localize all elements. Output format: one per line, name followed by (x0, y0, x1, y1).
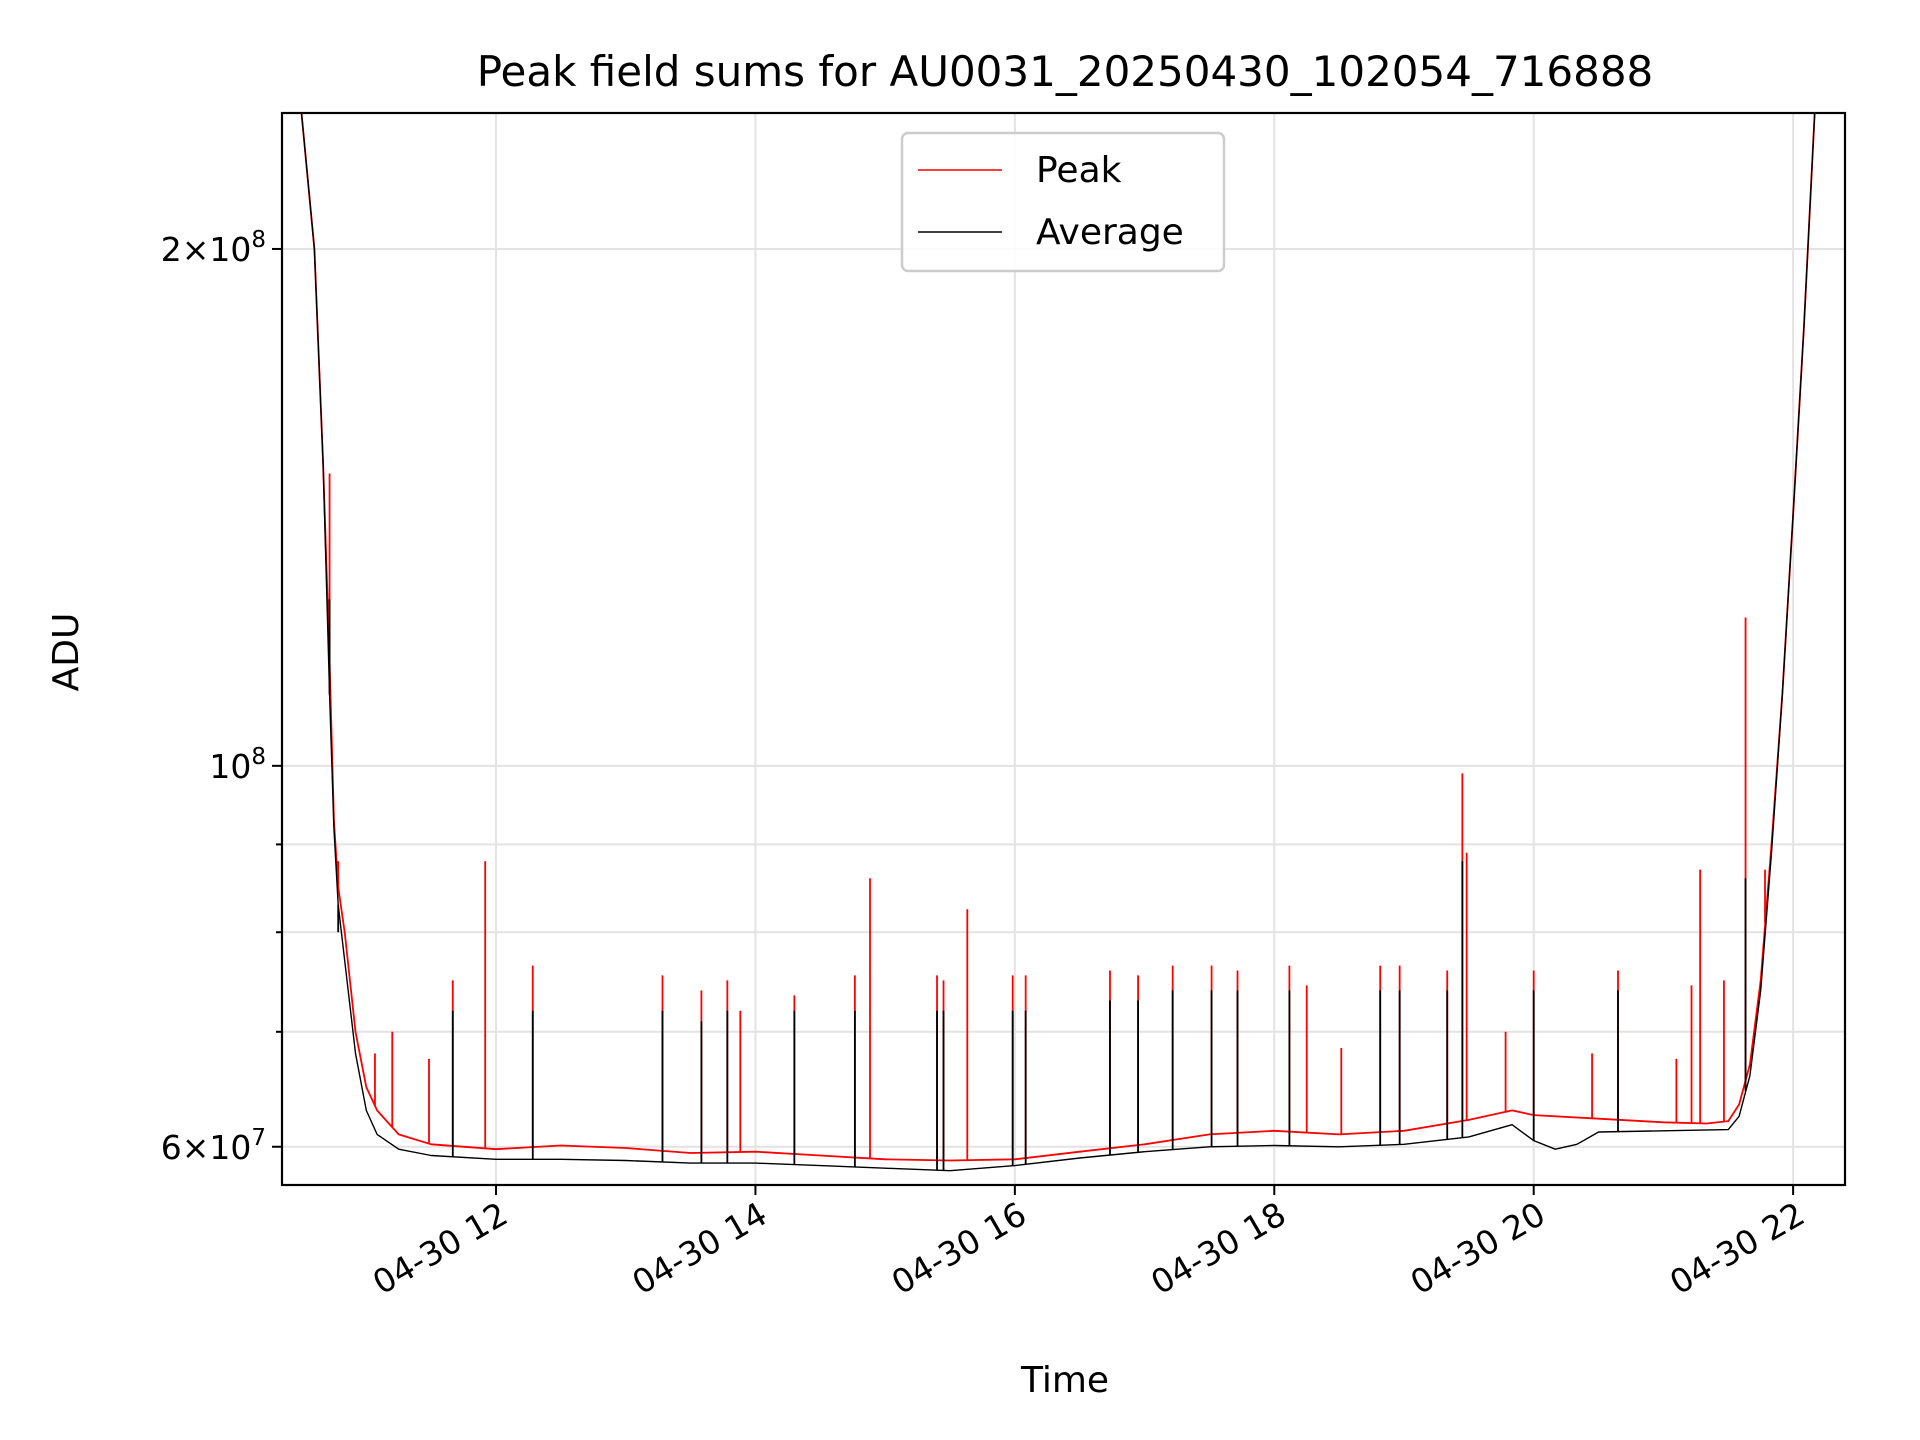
y-tick-exponent-2: 8 (251, 227, 266, 253)
plot-layer (282, 113, 1845, 1172)
y-tick-label-2: 2×108 (161, 227, 266, 269)
peak-series-line (282, 113, 1845, 1162)
x-axis-label: Time (1020, 1360, 1109, 1401)
y-axis-label: ADU (46, 613, 87, 692)
y-tick-label-1: 108 (209, 744, 266, 786)
y-tick-exponent-1: 8 (251, 744, 266, 770)
legend: Peak Average (900, 131, 1226, 273)
plot-frame (280, 111, 1847, 1187)
legend-average-label: Average (1036, 212, 1184, 253)
y-tick-exponent-0: 7 (251, 1125, 266, 1151)
legend-peak-label: Peak (1036, 150, 1122, 191)
chart-title: Peak field sums for AU0031_20250430_1020… (477, 47, 1654, 96)
y-tick-base-0: 6×10 (161, 1128, 252, 1167)
y-tick-label-0: 6×107 (161, 1125, 266, 1167)
y-tick-base-1: 10 (209, 747, 251, 786)
legend-box (900, 131, 1226, 273)
y-tick-base-2: 2×10 (161, 230, 252, 269)
grid-layer (282, 113, 1845, 1185)
